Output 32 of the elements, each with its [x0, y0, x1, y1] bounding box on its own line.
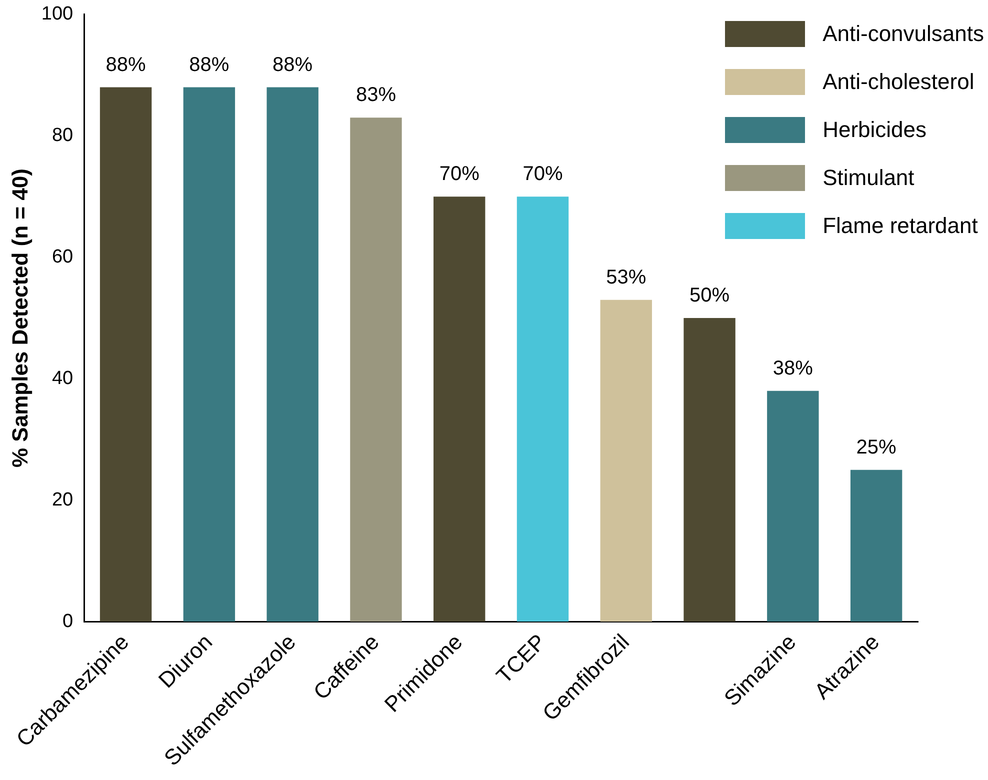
bar	[850, 470, 902, 622]
bar	[684, 318, 736, 622]
legend-label: Anti-cholesterol	[822, 69, 974, 95]
data-label: 25%	[856, 436, 897, 458]
y-tick-label: 20	[52, 489, 74, 510]
bar	[100, 87, 152, 622]
legend-label: Herbicides	[822, 117, 927, 143]
data-label: 38%	[772, 357, 814, 380]
data-label: 83%	[356, 84, 396, 106]
data-label: 88%	[272, 54, 313, 76]
y-tick-label: 40	[52, 368, 74, 389]
bar	[600, 300, 652, 622]
data-label: 50%	[690, 284, 730, 307]
y-tick-label: 80	[52, 125, 74, 146]
y-tick-label: 0	[62, 610, 74, 632]
bar	[183, 87, 236, 622]
data-label: 70%	[522, 163, 563, 186]
data-label: 53%	[606, 266, 646, 288]
data-label: 88%	[189, 54, 230, 76]
data-label: 70%	[439, 163, 480, 186]
legend-label: Flame retardant	[822, 213, 978, 239]
bar	[767, 390, 819, 622]
bar	[516, 196, 569, 622]
y-axis-title: % Samples Detected (n = 40)	[7, 168, 32, 468]
bar	[434, 196, 486, 622]
y-tick-label: 60	[52, 246, 74, 268]
bar	[266, 87, 318, 622]
legend-label: Stimulant	[822, 165, 914, 191]
legend-label: Anti-convulsants	[822, 21, 984, 47]
data-label: 88%	[106, 54, 146, 76]
bar	[350, 118, 402, 622]
y-tick-label: 100	[41, 4, 74, 25]
